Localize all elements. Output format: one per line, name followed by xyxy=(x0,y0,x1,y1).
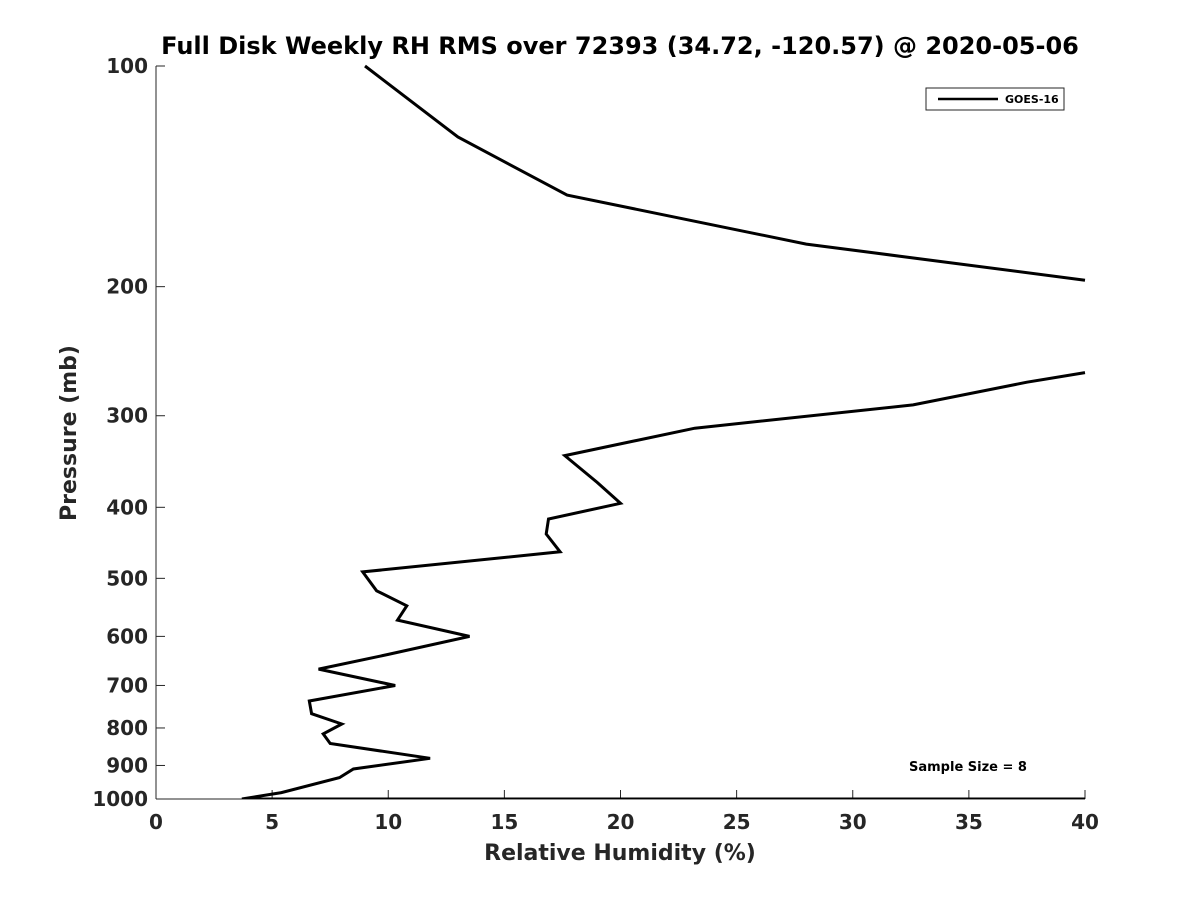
y-tick-label: 200 xyxy=(106,275,148,299)
plot-area xyxy=(155,66,1085,800)
x-tick-label: 15 xyxy=(490,810,518,834)
series-line-goes-16 xyxy=(364,64,1086,282)
legend-label: GOES-16 xyxy=(1005,93,1059,106)
y-tick-label: 300 xyxy=(106,404,148,428)
x-tick-label: 0 xyxy=(149,810,163,834)
sample-size-note: Sample Size = 8 xyxy=(909,760,1027,775)
y-tick-label: 800 xyxy=(106,716,148,740)
y-tick-label: 900 xyxy=(106,753,148,777)
y-tick-label: 400 xyxy=(106,495,148,519)
x-ticks: 0 5 10 15 20 25 30 35 40 xyxy=(149,790,1099,834)
x-tick-label: 30 xyxy=(839,810,867,834)
x-tick-label: 25 xyxy=(723,810,751,834)
x-axis-label: Relative Humidity (%) xyxy=(484,841,756,866)
series-group xyxy=(241,64,1086,799)
y-tick-label: 1000 xyxy=(92,787,148,811)
x-tick-label: 10 xyxy=(374,810,402,834)
series-line-goes-16 xyxy=(241,371,1086,799)
legend: GOES-16 xyxy=(925,87,1065,111)
y-tick-label: 700 xyxy=(106,673,148,697)
chart-title: Full Disk Weekly RH RMS over 72393 (34.7… xyxy=(161,32,1079,60)
x-tick-label: 20 xyxy=(607,810,635,834)
x-tick-label: 40 xyxy=(1071,810,1099,834)
y-ticks: 100 200 300 400 500 600 700 800 900 1000 xyxy=(92,54,165,811)
y-axis-label: Pressure (mb) xyxy=(57,345,82,521)
x-tick-label: 5 xyxy=(265,810,279,834)
y-tick-label: 500 xyxy=(106,566,148,590)
x-tick-label: 35 xyxy=(955,810,983,834)
y-tick-label: 600 xyxy=(106,624,148,648)
y-tick-label: 100 xyxy=(106,54,148,78)
